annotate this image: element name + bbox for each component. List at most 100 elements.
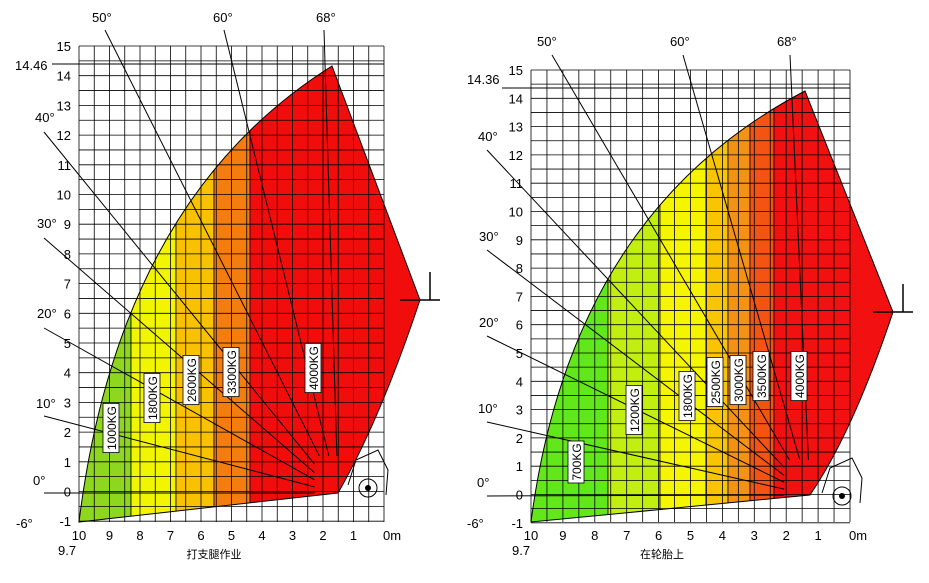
svg-text:4000KG: 4000KG xyxy=(793,354,807,398)
y-tick-label: 12 xyxy=(57,128,71,143)
x-tick-label: 10 xyxy=(72,528,86,543)
y-tick-label: 4 xyxy=(64,366,71,381)
x-tick-label: 5 xyxy=(687,528,694,543)
max-reach-label: 9.7 xyxy=(58,543,76,558)
load-label: 4000KG xyxy=(304,342,322,394)
y-tick-label: 13 xyxy=(509,120,523,135)
x-tick-label: 3 xyxy=(289,528,296,543)
load-zone xyxy=(130,66,177,522)
load-label: 3300KG xyxy=(222,346,240,398)
x-tick-label: 4 xyxy=(719,528,726,543)
vehicle-icon xyxy=(821,457,863,506)
chart-caption: 打支腿作业 xyxy=(187,547,242,561)
boom-angle-label: 20° xyxy=(479,315,499,330)
boom-angle-label: 50° xyxy=(92,10,112,25)
y-tick-label: 7 xyxy=(64,277,71,292)
chart-caption: 在轮胎上 xyxy=(640,547,684,561)
boom-angle-label: 60° xyxy=(670,34,690,49)
x-tick-label: 7 xyxy=(623,528,630,543)
svg-text:1000KG: 1000KG xyxy=(105,406,119,450)
boom-angle-label: 0° xyxy=(477,475,489,490)
y-tick-label: 3 xyxy=(516,403,523,418)
load-label: 1200KG xyxy=(625,384,643,436)
load-label: 1000KG xyxy=(102,402,120,454)
x-tick-label: 8 xyxy=(136,528,143,543)
y-tick-label: 14 xyxy=(509,91,523,106)
boom-angle-label: 50° xyxy=(537,34,557,49)
x-tick-label: 8 xyxy=(591,528,598,543)
y-tick-label: 2 xyxy=(516,431,523,446)
load-label: 2600KG xyxy=(182,354,200,406)
boom-angle-label: 30° xyxy=(37,216,57,231)
y-tick-label: 10 xyxy=(509,205,523,220)
load-label: 2500KG xyxy=(706,356,724,408)
boom-angle-label: 40° xyxy=(35,110,55,125)
load-label: 4000KG xyxy=(790,350,808,402)
y-tick-label: 7 xyxy=(516,289,523,304)
max-height-label: 14.36 xyxy=(467,72,500,87)
load-label: 1800KG xyxy=(678,370,696,422)
x-tick-label: 7 xyxy=(167,528,174,543)
y-tick-label: 15 xyxy=(509,63,523,78)
boom-angle-label: 60° xyxy=(213,10,233,25)
y-tick-label: -1 xyxy=(511,516,523,531)
boom-angle-label: 68° xyxy=(316,10,336,25)
y-tick-label: 6 xyxy=(516,318,523,333)
y-tick-label: 0 xyxy=(516,488,523,503)
svg-text:2600KG: 2600KG xyxy=(185,358,199,402)
boom-angle-label: 30° xyxy=(479,229,499,244)
max-reach-label: 9.7 xyxy=(512,543,530,558)
max-height-label: 14.46 xyxy=(15,58,48,73)
y-tick-label: 11 xyxy=(510,176,524,191)
load-label: 1800KG xyxy=(143,372,161,424)
y-tick-label: 3 xyxy=(64,395,71,410)
svg-text:4000KG: 4000KG xyxy=(307,346,321,390)
neg-angle-label: -6° xyxy=(467,516,484,531)
load-zone xyxy=(175,66,215,522)
load-zone xyxy=(727,91,751,522)
load-zone xyxy=(607,91,661,522)
x-tick-label: 5 xyxy=(228,528,235,543)
load-zone xyxy=(79,66,132,522)
svg-text:3300KG: 3300KG xyxy=(225,350,239,394)
neg-angle-label: -6° xyxy=(16,516,33,531)
svg-text:1800KG: 1800KG xyxy=(146,376,160,420)
x-tick-label: 9 xyxy=(106,528,113,543)
boom-angle-label: 10° xyxy=(36,396,56,411)
x-tick-label: 6 xyxy=(655,528,662,543)
svg-text:3000KG: 3000KG xyxy=(732,358,746,402)
boom-angle-label: 10° xyxy=(478,401,498,416)
y-tick-label: 1 xyxy=(516,459,523,474)
y-tick-label: 5 xyxy=(516,346,523,361)
y-tick-label: 15 xyxy=(57,39,71,54)
y-tick-label: 8 xyxy=(516,261,523,276)
y-tick-label: 9 xyxy=(516,233,523,248)
x-tick-label: 10 xyxy=(524,528,538,543)
boom-angle-label: 40° xyxy=(478,129,498,144)
load-zone xyxy=(659,91,707,522)
y-tick-label: 5 xyxy=(64,336,71,351)
y-tick-label: 0 xyxy=(64,485,71,500)
load-zones xyxy=(531,91,893,522)
y-tick-label: 14 xyxy=(57,69,71,84)
x-tick-label: 3 xyxy=(751,528,758,543)
load-zone xyxy=(705,91,729,522)
load-label: 3000KG xyxy=(729,354,747,406)
x-tick-label: 1 xyxy=(350,528,357,543)
boom-angle-lines xyxy=(43,29,338,494)
svg-text:1800KG: 1800KG xyxy=(681,374,695,418)
boom-angle-label: 20° xyxy=(37,306,57,321)
x-tick-label: 2 xyxy=(319,528,326,543)
vehicle-icon xyxy=(347,449,389,498)
svg-text:1200KG: 1200KG xyxy=(628,388,642,432)
y-tick-label: 11 xyxy=(58,158,72,173)
y-tick-label: 10 xyxy=(57,188,71,203)
y-tick-label: 8 xyxy=(64,247,71,262)
fork-icon xyxy=(400,272,440,301)
boom-angle-label: 0° xyxy=(33,473,45,488)
y-tick-label: 13 xyxy=(57,98,71,113)
svg-text:700KG: 700KG xyxy=(570,443,584,480)
fork-icon xyxy=(873,284,913,313)
x-tick-label: 6 xyxy=(197,528,204,543)
